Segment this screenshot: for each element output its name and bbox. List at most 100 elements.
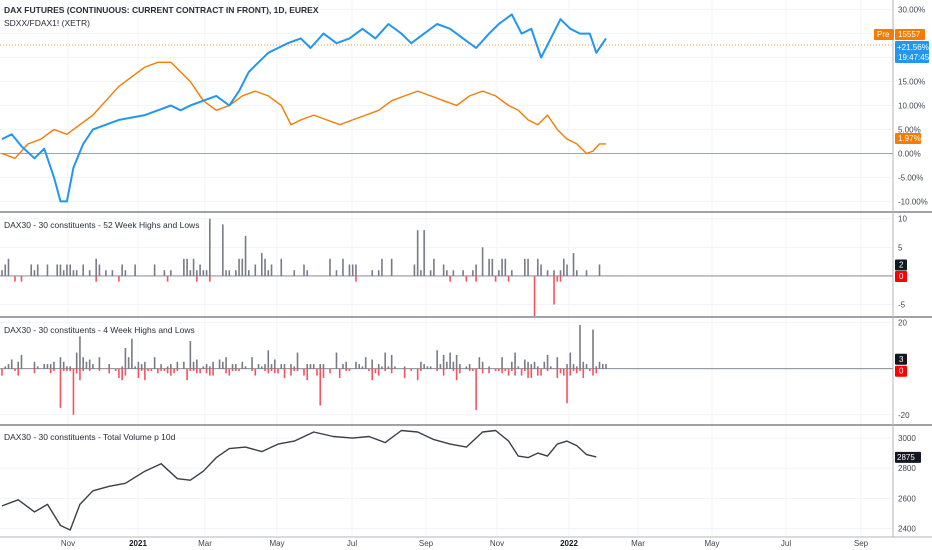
new-52w-high-bar — [566, 264, 568, 276]
new-4w-high-bar — [426, 366, 429, 369]
new-52w-high-bar — [98, 264, 101, 276]
new-4w-high-bar — [449, 352, 451, 369]
new-52w-high-bar — [264, 258, 266, 276]
new-4w-low-bar — [368, 368, 370, 371]
new-4w-low-bar — [472, 368, 474, 371]
new-52w-high-bar — [540, 264, 542, 276]
new-4w-low-bar — [420, 368, 422, 371]
new-4w-high-bar — [121, 366, 123, 369]
new-4w-high-bar — [569, 352, 572, 369]
new-52w-high-bar — [228, 270, 231, 276]
new-4w-high-bar — [46, 364, 49, 369]
new-4w-high-bar — [572, 364, 575, 369]
new-4w-high-bar — [465, 366, 468, 369]
new-4w-high-bar — [189, 341, 192, 369]
new-4w-high-bar — [312, 364, 315, 369]
week52-highs-lows-pane[interactable] — [1, 218, 601, 316]
new-4w-low-bar — [501, 368, 503, 374]
new-4w-low-bar — [157, 368, 159, 374]
main-price-pane[interactable] — [1, 13, 607, 203]
new-52w-low-bar — [533, 275, 536, 316]
new-4w-low-bar — [546, 368, 549, 371]
new-4w-high-bar — [53, 361, 55, 369]
new-4w-high-bar — [251, 357, 253, 369]
new-4w-low-bar — [49, 368, 52, 374]
new-4w-high-bar — [549, 366, 552, 369]
time-axis-label: 2022 — [560, 539, 578, 548]
new-4w-high-bar — [108, 364, 110, 369]
new-4w-low-bar — [588, 368, 591, 371]
new-52w-high-bar — [254, 264, 257, 276]
new-4w-low-bar — [82, 368, 84, 371]
new-4w-high-bar — [601, 364, 604, 369]
new-4w-low-bar — [166, 368, 169, 374]
new-52w-high-bar — [342, 258, 344, 276]
time-axis-label: Jul — [781, 539, 791, 548]
new-4w-low-bar — [572, 368, 575, 371]
new-4w-low-bar — [98, 368, 101, 371]
new-4w-low-bar — [114, 368, 117, 371]
new-4w-high-bar — [403, 366, 406, 369]
new-4w-high-bar — [267, 350, 270, 369]
new-4w-low-bar — [277, 368, 279, 374]
new-4w-high-bar — [43, 364, 46, 369]
new-4w-low-bar — [452, 368, 455, 371]
new-4w-high-bar — [209, 366, 211, 369]
new-52w-low-bar — [449, 275, 451, 282]
new-4w-high-bar — [235, 364, 237, 369]
new-4w-high-bar — [514, 352, 516, 369]
new-4w-high-bar — [270, 364, 273, 369]
new-52w-high-bar — [225, 270, 227, 276]
time-axis[interactable]: Nov 2021 Mar May Jul Sep Nov 2022 Mar May Jul Sep — [61, 539, 869, 548]
new-4w-high-bar — [371, 359, 373, 369]
pre-market-label: Pre — [874, 29, 894, 40]
week52-low-tag-text: 0 — [899, 272, 904, 281]
new-4w-low-bar — [144, 368, 146, 381]
time-axis-label: Nov — [61, 539, 75, 548]
new-52w-high-bar — [46, 264, 49, 276]
new-52w-high-bar — [186, 258, 188, 276]
new-4w-high-bar — [33, 361, 36, 369]
new-52w-high-bar — [267, 270, 270, 276]
total-volume-pane[interactable] — [1, 429, 597, 531]
new-52w-high-bar — [559, 270, 562, 276]
new-52w-high-bar — [121, 264, 123, 276]
new-52w-high-bar — [433, 258, 435, 276]
new-52w-low-bar — [209, 275, 211, 282]
price-axis-label: -5.00% — [898, 173, 923, 182]
new-52w-high-bar — [280, 258, 283, 276]
new-4w-high-bar — [527, 361, 529, 369]
new-4w-low-bar — [498, 368, 500, 371]
new-4w-low-bar — [59, 368, 62, 408]
new-4w-high-bar — [423, 364, 425, 369]
new-52w-high-bar — [429, 270, 432, 276]
new-4w-high-bar — [160, 364, 162, 369]
week4-highs-lows-pane[interactable] — [1, 324, 607, 415]
new-52w-high-bar — [260, 253, 263, 276]
new-52w-low-bar — [507, 275, 510, 282]
new-4w-low-bar — [494, 368, 497, 371]
new-52w-low-bar — [196, 275, 198, 282]
grid-lines — [0, 0, 893, 536]
new-52w-high-bar — [7, 258, 10, 276]
new-4w-low-bar — [527, 368, 529, 378]
new-52w-high-bar — [475, 264, 477, 276]
new-4w-high-bar — [394, 366, 396, 369]
new-4w-high-bar — [335, 352, 338, 369]
new-4w-low-bar — [303, 368, 305, 376]
new-4w-high-bar — [556, 357, 559, 369]
new-4w-low-bar — [403, 368, 406, 378]
new-52w-high-bar — [66, 264, 68, 276]
new-4w-high-bar — [598, 361, 601, 369]
new-52w-high-bar — [95, 258, 97, 276]
time-axis-label: 2021 — [129, 539, 147, 548]
new-4w-low-bar — [468, 368, 471, 371]
new-4w-low-bar — [329, 368, 331, 374]
new-4w-low-bar — [147, 368, 149, 371]
new-4w-low-bar — [540, 368, 542, 376]
new-4w-high-bar — [79, 336, 81, 369]
new-4w-low-bar — [442, 368, 445, 376]
new-4w-high-bar — [257, 364, 260, 369]
new-4w-high-bar — [387, 366, 390, 369]
